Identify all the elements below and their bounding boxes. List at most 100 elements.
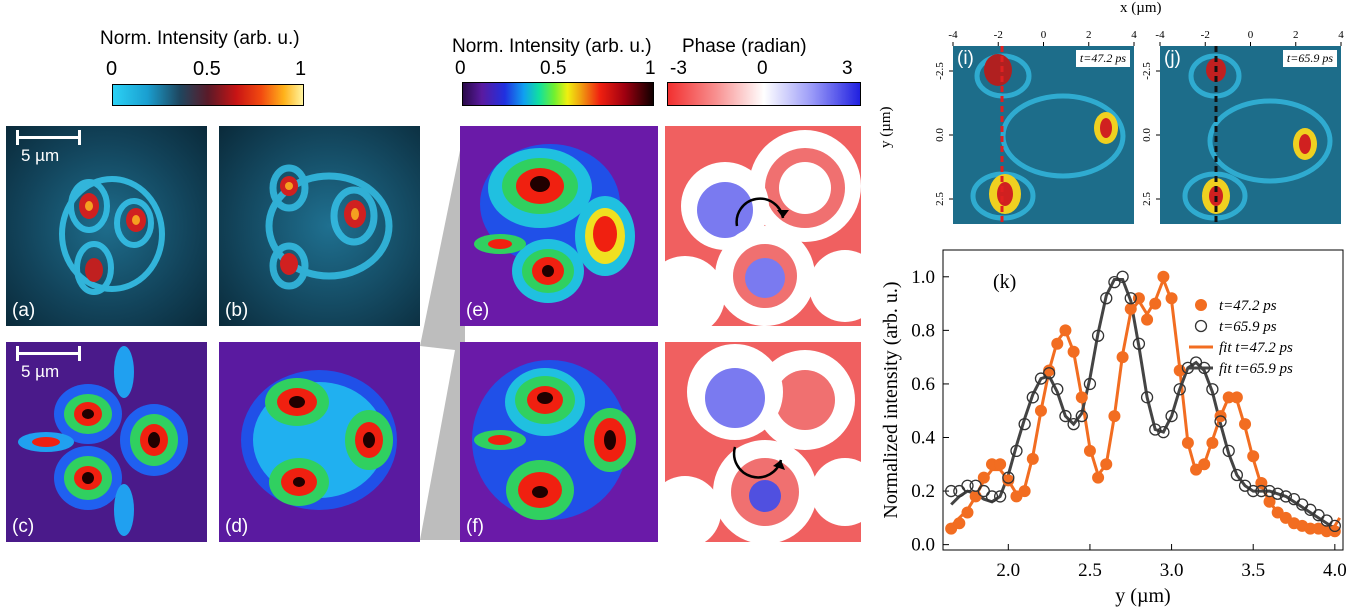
colorbar-tick: 0	[757, 58, 768, 79]
data-point	[1181, 436, 1194, 449]
data-point	[1165, 409, 1178, 423]
data-point	[1067, 417, 1080, 431]
x-tick-label: -2	[994, 29, 1003, 41]
y-tick-label: 0.0	[934, 128, 946, 142]
panel-a: 5 µm (a)	[6, 126, 207, 326]
colorbar-title-phase: Phase (radian)	[682, 36, 807, 57]
data-point	[1165, 292, 1178, 305]
y-axis-label: Normalized intensity (arb. u.)	[880, 281, 902, 518]
x-tick-label: 3.0	[1160, 560, 1184, 581]
rotation-arrow-icon	[777, 210, 789, 218]
panel-e: (e)	[460, 126, 658, 326]
panel-h: (h)	[665, 342, 861, 542]
data-point	[1075, 409, 1088, 423]
data-point	[1067, 345, 1080, 358]
data-point	[1059, 324, 1072, 337]
data-point	[1091, 329, 1105, 342]
colorbar-left	[112, 84, 304, 106]
panel-d: (d)	[219, 342, 420, 542]
time-label-j: t=65.9 ps	[1282, 50, 1337, 67]
panel-label-d: (d)	[225, 516, 249, 537]
x-tick-label: 3.5	[1241, 560, 1265, 581]
data-point	[1173, 364, 1186, 377]
data-point	[1124, 302, 1137, 315]
panel-label-f: (f)	[466, 516, 484, 537]
data-point	[969, 490, 982, 503]
data-point	[1018, 485, 1031, 498]
x-axis-label-ij: x (µm)	[1120, 0, 1162, 16]
x-tick-label: -4	[948, 29, 958, 41]
y-tick-label: 0.0	[1141, 128, 1153, 142]
y-tick-label: 0.6	[911, 374, 935, 395]
panel-b: (b)	[219, 126, 420, 326]
x-tick-label: 2.5	[1078, 560, 1102, 581]
colorbar-title-mid: Norm. Intensity (arb. u.)	[452, 36, 652, 57]
colorbar-tick: 0.5	[193, 58, 221, 80]
x-tick-label: 2	[1293, 29, 1299, 41]
x-axis-label: y (µm)	[1115, 585, 1170, 607]
x-tick-label: 2	[1086, 29, 1092, 41]
panel-label-g: (g)	[671, 300, 695, 321]
data-point	[1141, 313, 1154, 326]
x-tick-label: -4	[1155, 29, 1165, 41]
data-point	[961, 506, 974, 519]
panel-label-b: (b)	[225, 300, 249, 321]
data-point	[1263, 484, 1276, 498]
colorbar-tick: 3	[842, 58, 853, 79]
time-label-i: t=47.2 ps	[1075, 50, 1130, 67]
data-point	[1100, 292, 1113, 305]
x-tick-label: 4	[1338, 29, 1344, 41]
panel-label-i: (i)	[957, 48, 974, 69]
data-point	[1328, 519, 1341, 533]
data-point	[1042, 367, 1056, 380]
y-tick-label: -2.5	[934, 62, 946, 80]
y-tick-label: 0.8	[911, 320, 935, 341]
data-point	[1026, 452, 1039, 465]
data-point	[1026, 391, 1039, 404]
data-point	[945, 484, 958, 498]
data-point	[1002, 474, 1015, 487]
panel-i: (i) t=47.2 ps	[953, 46, 1134, 224]
data-point	[1002, 471, 1015, 484]
colorbar-tick: 1	[645, 58, 656, 79]
data-point	[1222, 444, 1235, 458]
panel-label-j: (j)	[1164, 48, 1181, 69]
x-tick-label: 0	[1041, 29, 1047, 41]
plot-frame	[942, 249, 1344, 551]
data-point	[961, 479, 974, 492]
legend-marker	[1195, 299, 1207, 311]
y-tick-label: 2.5	[1141, 192, 1153, 206]
panel-label-k: (k)	[993, 271, 1016, 293]
data-point	[1198, 458, 1211, 471]
colorbar-mid	[462, 82, 654, 106]
data-point	[1116, 351, 1129, 364]
chart-k: 2.0 2.5 3.0 3.5 4.0 0.0 0.2 0.4 0.6 0.8 1.0 y (µm) N…	[880, 249, 1347, 607]
data-point	[1092, 471, 1105, 484]
data-point	[1100, 458, 1113, 471]
data-point	[1149, 297, 1162, 310]
data-point	[1083, 444, 1096, 457]
data-point	[1149, 423, 1162, 436]
data-point	[1116, 270, 1129, 283]
rotation-arrow-icon	[773, 460, 785, 470]
data-point	[1263, 495, 1276, 508]
panel-j: (j) t=65.9 ps	[1160, 46, 1341, 224]
y-tick-label: 2.5	[934, 192, 946, 206]
colorbar-tick: 0	[455, 58, 466, 79]
x-tick-label: 4.0	[1323, 560, 1347, 581]
panel-f: (f)	[460, 342, 658, 542]
data-point	[1018, 417, 1031, 431]
colorbar-phase	[667, 82, 861, 106]
data-point	[1230, 391, 1243, 404]
panel-label-c: (c)	[12, 516, 35, 537]
data-point	[1230, 468, 1244, 482]
scale-bar-label: 5 µm	[21, 362, 60, 381]
data-point	[1157, 425, 1170, 439]
panel-g: (g)	[665, 126, 861, 326]
x-tick-label: 0	[1248, 29, 1254, 41]
projection-wedge	[420, 126, 465, 540]
data-point	[1108, 410, 1121, 423]
x-tick-label: 2.0	[996, 560, 1020, 581]
legend-label: fit t=47.2 ps	[1219, 340, 1293, 356]
scale-bar-label: 5 µm	[21, 146, 60, 165]
